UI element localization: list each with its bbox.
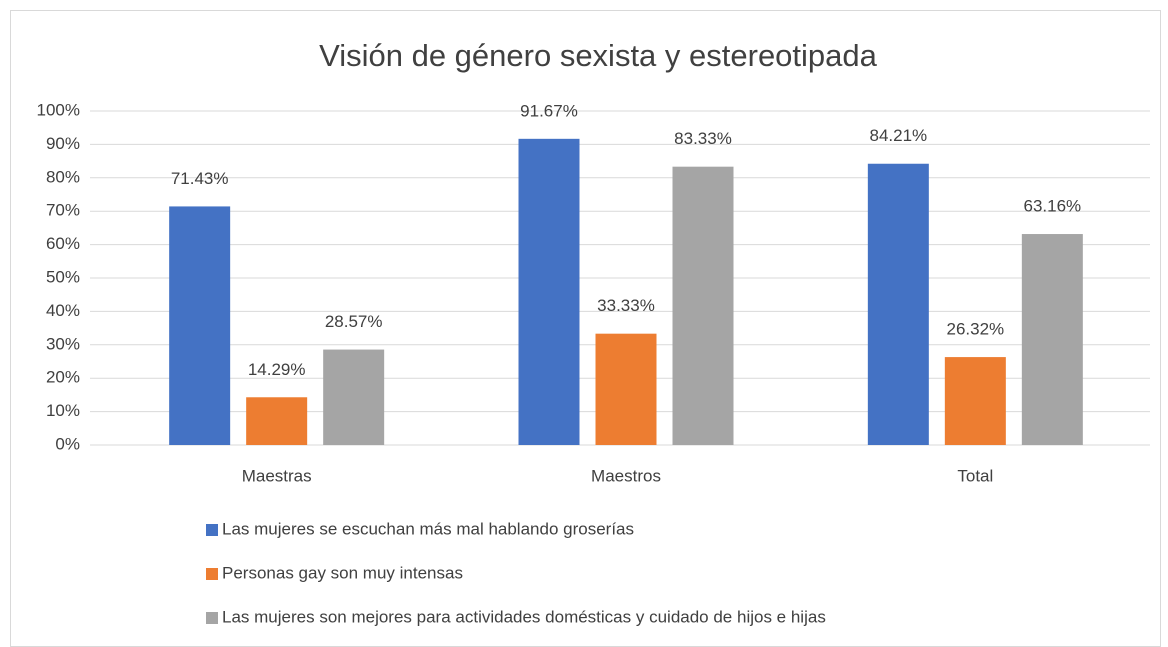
data-label: 63.16%	[1023, 197, 1081, 216]
y-tick-label: 70%	[46, 201, 80, 220]
data-label: 26.32%	[946, 320, 1004, 339]
y-tick-label: 0%	[55, 434, 80, 453]
bar	[595, 333, 657, 445]
legend-label: Personas gay son muy intensas	[222, 563, 463, 582]
legend-swatch	[206, 524, 218, 536]
y-tick-label: 10%	[46, 401, 80, 420]
data-label: 83.33%	[674, 129, 732, 148]
legend-label: Las mujeres se escuchan más mal hablando…	[222, 519, 634, 538]
bar	[246, 397, 308, 445]
data-label: 84.21%	[869, 126, 927, 145]
bar	[169, 206, 231, 445]
y-tick-label: 30%	[46, 334, 80, 353]
chart-title: Visión de género sexista y estereotipada	[319, 38, 878, 73]
data-label: 33.33%	[597, 296, 655, 315]
y-tick-label: 90%	[46, 134, 80, 153]
legend-swatch	[206, 612, 218, 624]
y-tick-label: 50%	[46, 267, 80, 286]
y-tick-label: 40%	[46, 301, 80, 320]
data-label: 28.57%	[325, 312, 383, 331]
legend-swatch	[206, 568, 218, 580]
bar	[323, 349, 385, 445]
y-tick-label: 100%	[37, 100, 80, 119]
bar	[1021, 234, 1083, 445]
data-label: 14.29%	[248, 360, 306, 379]
bar	[867, 163, 929, 446]
y-tick-label: 60%	[46, 234, 80, 253]
data-label: 71.43%	[171, 169, 229, 188]
x-tick-label: Total	[957, 466, 993, 485]
y-tick-label: 20%	[46, 368, 80, 387]
y-tick-label: 80%	[46, 167, 80, 186]
x-tick-label: Maestros	[591, 466, 661, 485]
legend-label: Las mujeres son mejores para actividades…	[222, 607, 826, 626]
data-label: 91.67%	[520, 101, 578, 120]
bar	[518, 138, 580, 445]
bar	[672, 166, 734, 445]
x-tick-label: Maestras	[242, 466, 312, 485]
bar	[944, 357, 1006, 445]
